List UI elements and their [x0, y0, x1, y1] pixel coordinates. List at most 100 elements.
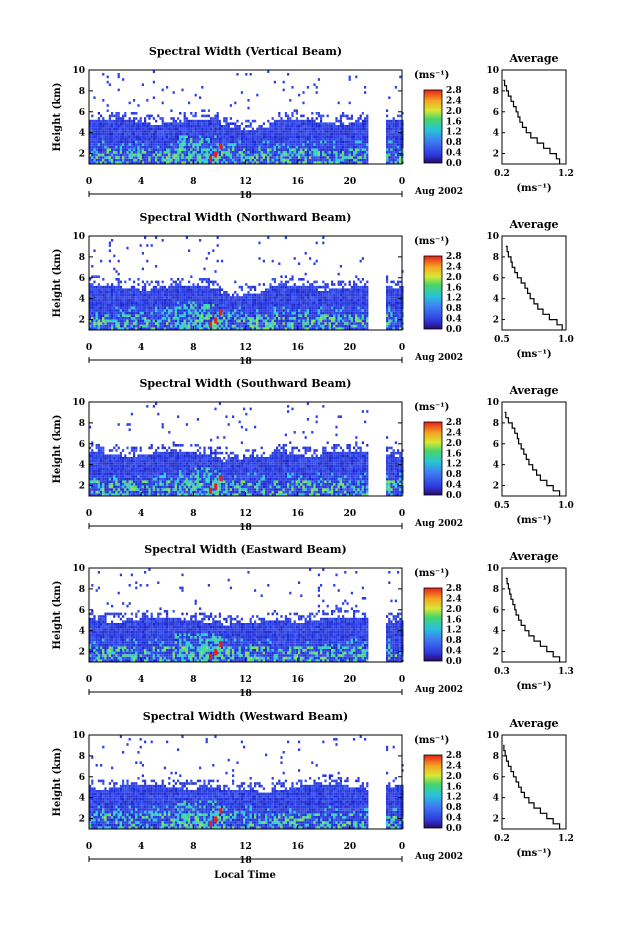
heatmap-cell	[395, 312, 397, 315]
heatmap-cell	[269, 317, 271, 320]
heatmap-cell	[342, 138, 344, 141]
heatmap-cell	[247, 320, 249, 323]
heatmap-cell	[157, 301, 159, 304]
heatmap-cell	[342, 288, 344, 291]
heatmap-cell	[146, 130, 148, 133]
heatmap-cell	[214, 299, 216, 302]
heatmap-cell	[210, 299, 212, 302]
heatmap-cell	[206, 278, 208, 281]
heatmap-cell	[109, 317, 111, 320]
heatmap-cell	[124, 294, 126, 297]
heatmap-cell	[93, 122, 95, 125]
heatmap-cell	[346, 151, 348, 154]
heatmap-cell	[316, 322, 318, 325]
heatmap-cell	[324, 304, 326, 307]
heatmap-cell	[349, 146, 351, 149]
heatmap-cell	[252, 130, 254, 133]
heatmap-cell	[131, 146, 133, 149]
heatmap-cell	[93, 249, 95, 252]
heatmap-cell	[318, 304, 320, 307]
heatmap-cell	[223, 299, 225, 302]
heatmap-cell	[102, 301, 104, 304]
heatmap-cell	[162, 281, 164, 284]
heatmap-cell	[324, 148, 326, 151]
heatmap-cell	[140, 133, 142, 136]
heatmap-cell	[234, 325, 236, 328]
heatmap-cell	[115, 159, 117, 162]
heatmap-cell	[133, 146, 135, 149]
heatmap-cell	[153, 141, 155, 144]
heatmap-cell	[278, 307, 280, 310]
heatmap-cell	[302, 286, 304, 289]
heatmap-cell	[309, 325, 311, 328]
heatmap-cell	[173, 286, 175, 289]
heatmap-cell	[221, 151, 223, 154]
heatmap-cells	[89, 70, 404, 164]
heatmap-cell	[309, 128, 311, 131]
heatmap-cell	[93, 133, 95, 136]
heatmap-cell	[366, 133, 368, 136]
heatmap-cell	[265, 143, 267, 146]
heatmap-cell	[91, 294, 93, 297]
heatmap-cell	[146, 301, 148, 304]
heatmap-cell	[179, 125, 181, 128]
heatmap-cell	[122, 312, 124, 315]
heatmap-cell	[344, 299, 346, 302]
heatmap-cell	[349, 151, 351, 154]
heatmap-cell	[302, 296, 304, 299]
heatmap-cell	[195, 317, 197, 320]
heatmap-cell	[287, 301, 289, 304]
heatmap-cell	[135, 296, 137, 299]
heatmap-cell	[142, 296, 144, 299]
heatmap-cell	[298, 296, 300, 299]
heatmap-cell	[399, 309, 401, 312]
heatmap-cell	[170, 143, 172, 146]
heatmap-cell	[151, 143, 153, 146]
heatmap-cell	[353, 320, 355, 323]
heatmap-cell	[210, 307, 212, 310]
heatmap-cell	[144, 304, 146, 307]
heatmap-cell	[190, 286, 192, 289]
heatmap-cell	[355, 138, 357, 141]
heatmap-cell	[247, 99, 249, 102]
heatmap-cell	[322, 125, 324, 128]
heatmap-cell	[100, 320, 102, 323]
heatmap-cell	[109, 286, 111, 289]
heatmap-cell	[199, 291, 201, 294]
heatmap-cell	[91, 475, 93, 478]
heatmap-cell	[386, 309, 388, 312]
heatmap-cell	[206, 281, 208, 284]
heatmap-cell	[115, 154, 117, 157]
beam-panel-2: Spectral Width (Southward Beam)246810Hei…	[52, 377, 574, 533]
heatmap-cell	[316, 156, 318, 159]
heatmap-cell	[331, 151, 333, 154]
heatmap-cell	[155, 286, 157, 289]
heatmap-cell	[316, 312, 318, 315]
heatmap-cell	[316, 143, 318, 146]
heatmap-cell	[102, 151, 104, 154]
heatmap-cell	[294, 325, 296, 328]
heatmap-cell	[269, 320, 271, 323]
heatmap-cell	[140, 151, 142, 154]
heatmap-cell	[316, 125, 318, 128]
heatmap-cell	[395, 154, 397, 157]
heatmap-cell	[104, 151, 106, 154]
heatmap-cell	[250, 151, 252, 154]
heatmap-cell	[190, 275, 192, 278]
panel-title: Spectral Width (Vertical Beam)	[149, 45, 342, 58]
heatmap-cell	[274, 307, 276, 310]
heatmap-cell	[250, 320, 252, 323]
heatmap-cell	[329, 317, 331, 320]
heatmap-cell	[206, 125, 208, 128]
heatmap-cell	[192, 135, 194, 138]
heatmap-cell	[316, 317, 318, 320]
heatmap-cell	[320, 122, 322, 125]
heatmap-cell	[148, 115, 150, 118]
heatmap-cell	[397, 148, 399, 151]
heatmap-cell	[393, 135, 395, 138]
heatmap-cell	[93, 483, 95, 486]
heatmap-cell	[278, 141, 280, 144]
heatmap-cell	[278, 312, 280, 315]
heatmap-cell	[346, 320, 348, 323]
